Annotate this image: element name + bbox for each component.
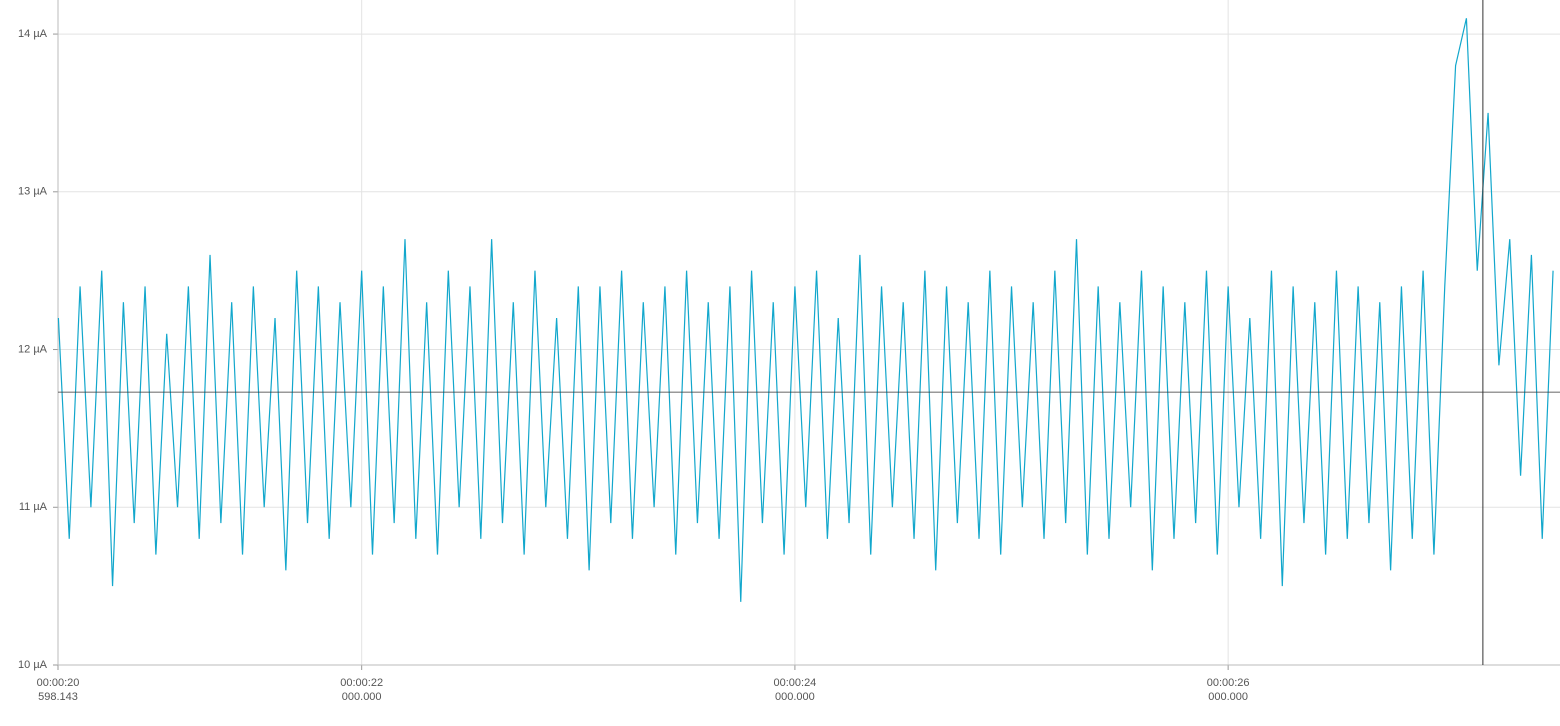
y-tick-label: 12 µA bbox=[18, 343, 48, 355]
x-tick-label: 00:00:22 bbox=[340, 677, 383, 689]
y-tick-label: 13 µA bbox=[18, 186, 48, 198]
y-tick-label: 14 µA bbox=[18, 28, 48, 40]
x-tick-label: 00:00:26 bbox=[1207, 677, 1250, 689]
x-tick-label: 00:00:24 bbox=[773, 677, 816, 689]
x-tick-label: 000.000 bbox=[342, 691, 382, 703]
x-tick-label: 00:00:20 bbox=[37, 677, 80, 689]
data-line bbox=[57, 18, 1554, 602]
y-tick-label: 10 µA bbox=[18, 659, 48, 671]
y-tick-label: 11 µA bbox=[19, 501, 48, 513]
x-tick-label: 000.000 bbox=[775, 691, 815, 703]
x-tick-label: 598.143 bbox=[38, 691, 78, 703]
x-tick-label: 000.000 bbox=[1208, 691, 1248, 703]
